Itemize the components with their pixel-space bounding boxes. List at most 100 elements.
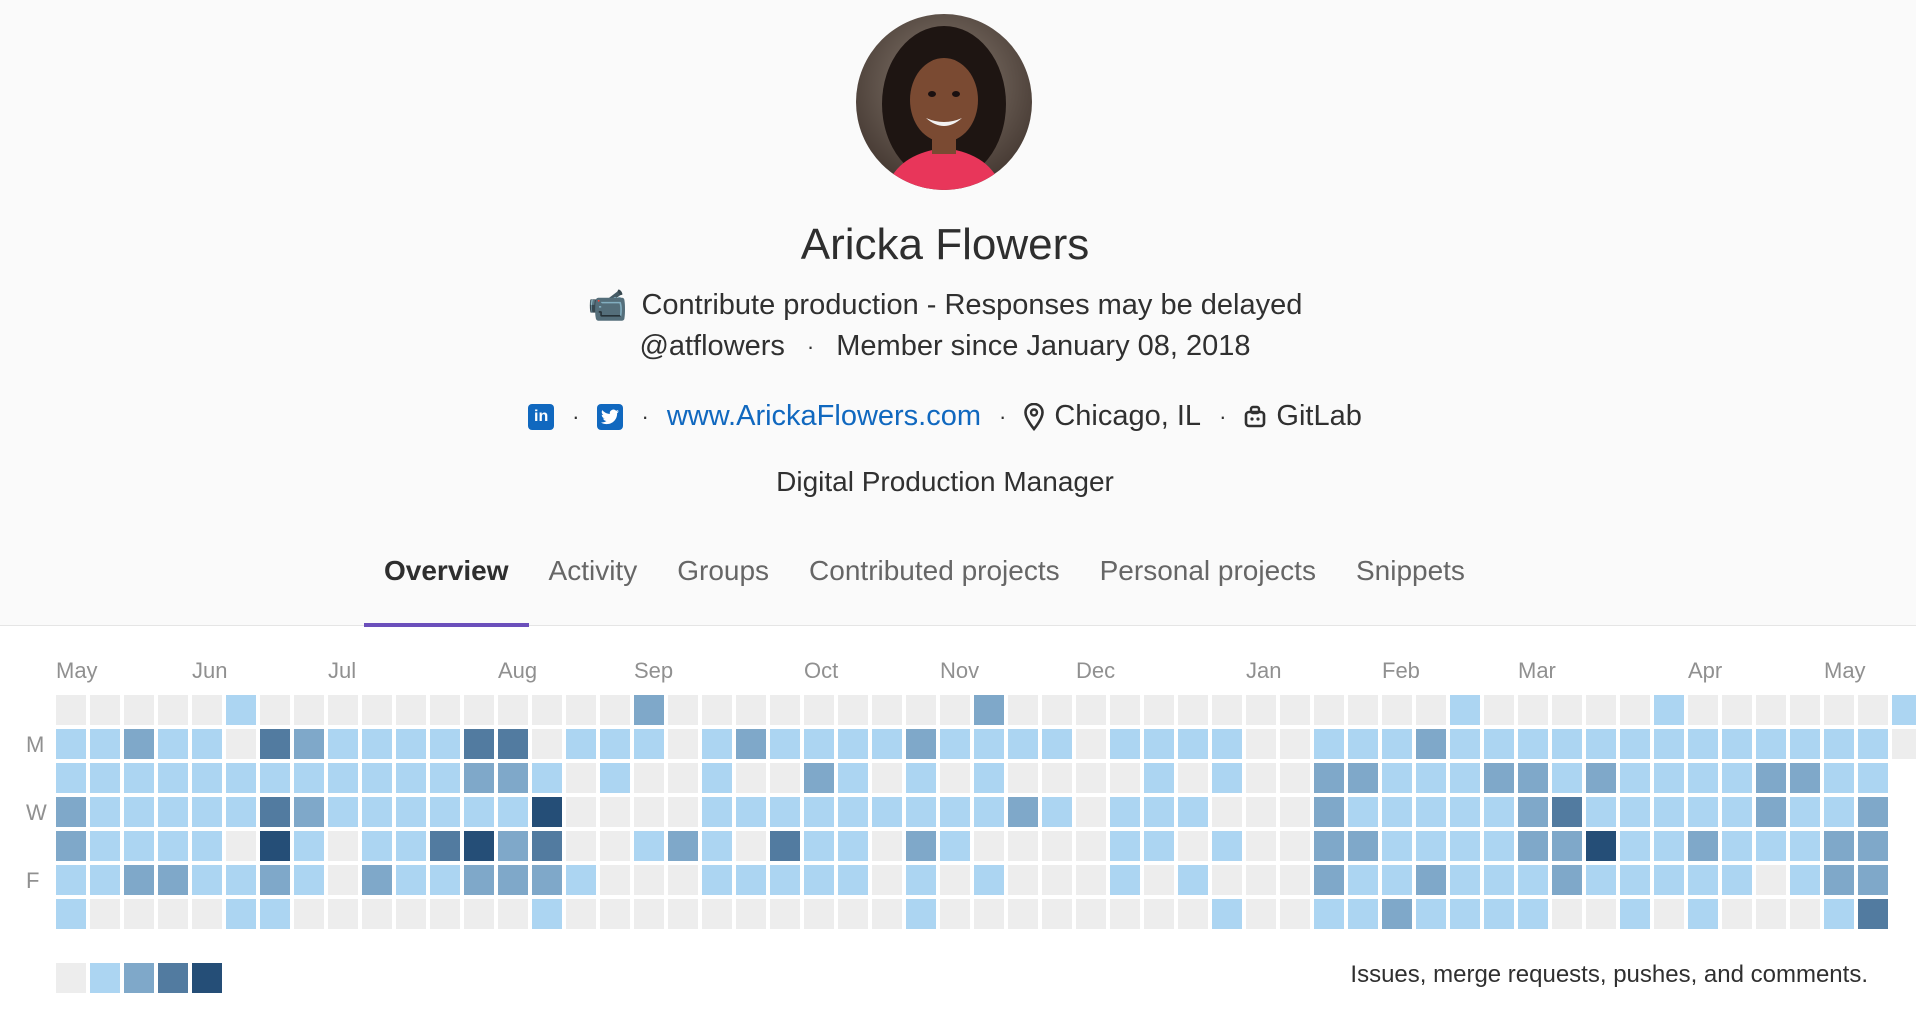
contribution-cell[interactable] xyxy=(1348,831,1378,861)
contribution-cell[interactable] xyxy=(362,695,392,725)
contribution-cell[interactable] xyxy=(1722,865,1752,895)
contribution-cell[interactable] xyxy=(56,729,86,759)
contribution-cell[interactable] xyxy=(1586,831,1616,861)
contribution-cell[interactable] xyxy=(532,865,562,895)
contribution-cell[interactable] xyxy=(600,797,630,827)
contribution-cell[interactable] xyxy=(1382,729,1412,759)
contribution-cell[interactable] xyxy=(396,831,426,861)
contribution-cell[interactable] xyxy=(1144,831,1174,861)
contribution-cell[interactable] xyxy=(1314,695,1344,725)
contribution-cell[interactable] xyxy=(1076,797,1106,827)
contribution-cell[interactable] xyxy=(1790,763,1820,793)
contribution-cell[interactable] xyxy=(634,729,664,759)
contribution-cell[interactable] xyxy=(1042,831,1072,861)
contribution-cell[interactable] xyxy=(464,729,494,759)
linkedin-icon[interactable]: in xyxy=(528,403,555,430)
contribution-cell[interactable] xyxy=(498,899,528,929)
tab-contributed-projects[interactable]: Contributed projects xyxy=(809,555,1060,586)
contribution-cell[interactable] xyxy=(464,899,494,929)
contribution-cell[interactable] xyxy=(1620,899,1650,929)
contribution-cell[interactable] xyxy=(600,831,630,861)
contribution-cell[interactable] xyxy=(1144,763,1174,793)
contribution-cell[interactable] xyxy=(600,695,630,725)
contribution-cell[interactable] xyxy=(906,797,936,827)
contribution-cell[interactable] xyxy=(1212,831,1242,861)
contribution-cell[interactable] xyxy=(260,797,290,827)
contribution-cell[interactable] xyxy=(1076,865,1106,895)
contribution-cell[interactable] xyxy=(1722,899,1752,929)
contribution-cell[interactable] xyxy=(1178,899,1208,929)
contribution-cell[interactable] xyxy=(1824,831,1854,861)
contribution-cell[interactable] xyxy=(1484,695,1514,725)
contribution-cell[interactable] xyxy=(974,763,1004,793)
contribution-cell[interactable] xyxy=(362,729,392,759)
contribution-cell[interactable] xyxy=(1246,865,1276,895)
contribution-cell[interactable] xyxy=(1484,865,1514,895)
contribution-cell[interactable] xyxy=(1212,899,1242,929)
contribution-cell[interactable] xyxy=(1824,899,1854,929)
contribution-cell[interactable] xyxy=(906,831,936,861)
contribution-cell[interactable] xyxy=(1382,763,1412,793)
contribution-cell[interactable] xyxy=(260,865,290,895)
contribution-cell[interactable] xyxy=(838,899,868,929)
contribution-cell[interactable] xyxy=(838,797,868,827)
contribution-cell[interactable] xyxy=(260,729,290,759)
contribution-cell[interactable] xyxy=(396,729,426,759)
contribution-cell[interactable] xyxy=(1144,797,1174,827)
contribution-cell[interactable] xyxy=(1586,899,1616,929)
contribution-cell[interactable] xyxy=(260,763,290,793)
contribution-cell[interactable] xyxy=(498,729,528,759)
contribution-cell[interactable] xyxy=(566,729,596,759)
contribution-cell[interactable] xyxy=(1824,865,1854,895)
contribution-cell[interactable] xyxy=(804,797,834,827)
contribution-cell[interactable] xyxy=(1722,729,1752,759)
contribution-cell[interactable] xyxy=(1314,797,1344,827)
contribution-cell[interactable] xyxy=(1552,831,1582,861)
contribution-cell[interactable] xyxy=(668,763,698,793)
contribution-cell[interactable] xyxy=(1178,797,1208,827)
contribution-cell[interactable] xyxy=(226,899,256,929)
contribution-cell[interactable] xyxy=(1790,695,1820,725)
contribution-cell[interactable] xyxy=(668,865,698,895)
contribution-cell[interactable] xyxy=(158,729,188,759)
contribution-cell[interactable] xyxy=(1144,899,1174,929)
contribution-cell[interactable] xyxy=(90,695,120,725)
contribution-cell[interactable] xyxy=(1790,831,1820,861)
contribution-cell[interactable] xyxy=(396,865,426,895)
contribution-cell[interactable] xyxy=(1280,763,1310,793)
contribution-cell[interactable] xyxy=(1076,729,1106,759)
contribution-cell[interactable] xyxy=(430,729,460,759)
twitter-icon[interactable] xyxy=(597,403,624,430)
contribution-cell[interactable] xyxy=(1212,865,1242,895)
contribution-cell[interactable] xyxy=(974,831,1004,861)
contribution-cell[interactable] xyxy=(56,763,86,793)
contribution-cell[interactable] xyxy=(294,729,324,759)
contribution-cell[interactable] xyxy=(1484,899,1514,929)
contribution-cell[interactable] xyxy=(1722,797,1752,827)
contribution-cell[interactable] xyxy=(56,831,86,861)
contribution-cell[interactable] xyxy=(940,695,970,725)
contribution-cell[interactable] xyxy=(532,729,562,759)
contribution-cell[interactable] xyxy=(158,695,188,725)
contribution-cell[interactable] xyxy=(1382,865,1412,895)
contribution-cell[interactable] xyxy=(1110,899,1140,929)
contribution-cell[interactable] xyxy=(532,899,562,929)
contribution-cell[interactable] xyxy=(396,763,426,793)
contribution-cell[interactable] xyxy=(1416,865,1446,895)
contribution-cell[interactable] xyxy=(498,695,528,725)
contribution-cell[interactable] xyxy=(838,729,868,759)
contribution-cell[interactable] xyxy=(1348,695,1378,725)
contribution-cell[interactable] xyxy=(1280,831,1310,861)
contribution-cell[interactable] xyxy=(1212,729,1242,759)
contribution-cell[interactable] xyxy=(1824,797,1854,827)
contribution-cell[interactable] xyxy=(90,865,120,895)
contribution-cell[interactable] xyxy=(940,831,970,861)
contribution-cell[interactable] xyxy=(974,729,1004,759)
contribution-cell[interactable] xyxy=(940,763,970,793)
contribution-cell[interactable] xyxy=(1756,797,1786,827)
contribution-cell[interactable] xyxy=(1518,797,1548,827)
contribution-cell[interactable] xyxy=(1348,763,1378,793)
contribution-cell[interactable] xyxy=(56,865,86,895)
contribution-cell[interactable] xyxy=(668,899,698,929)
contribution-cell[interactable] xyxy=(1688,797,1718,827)
